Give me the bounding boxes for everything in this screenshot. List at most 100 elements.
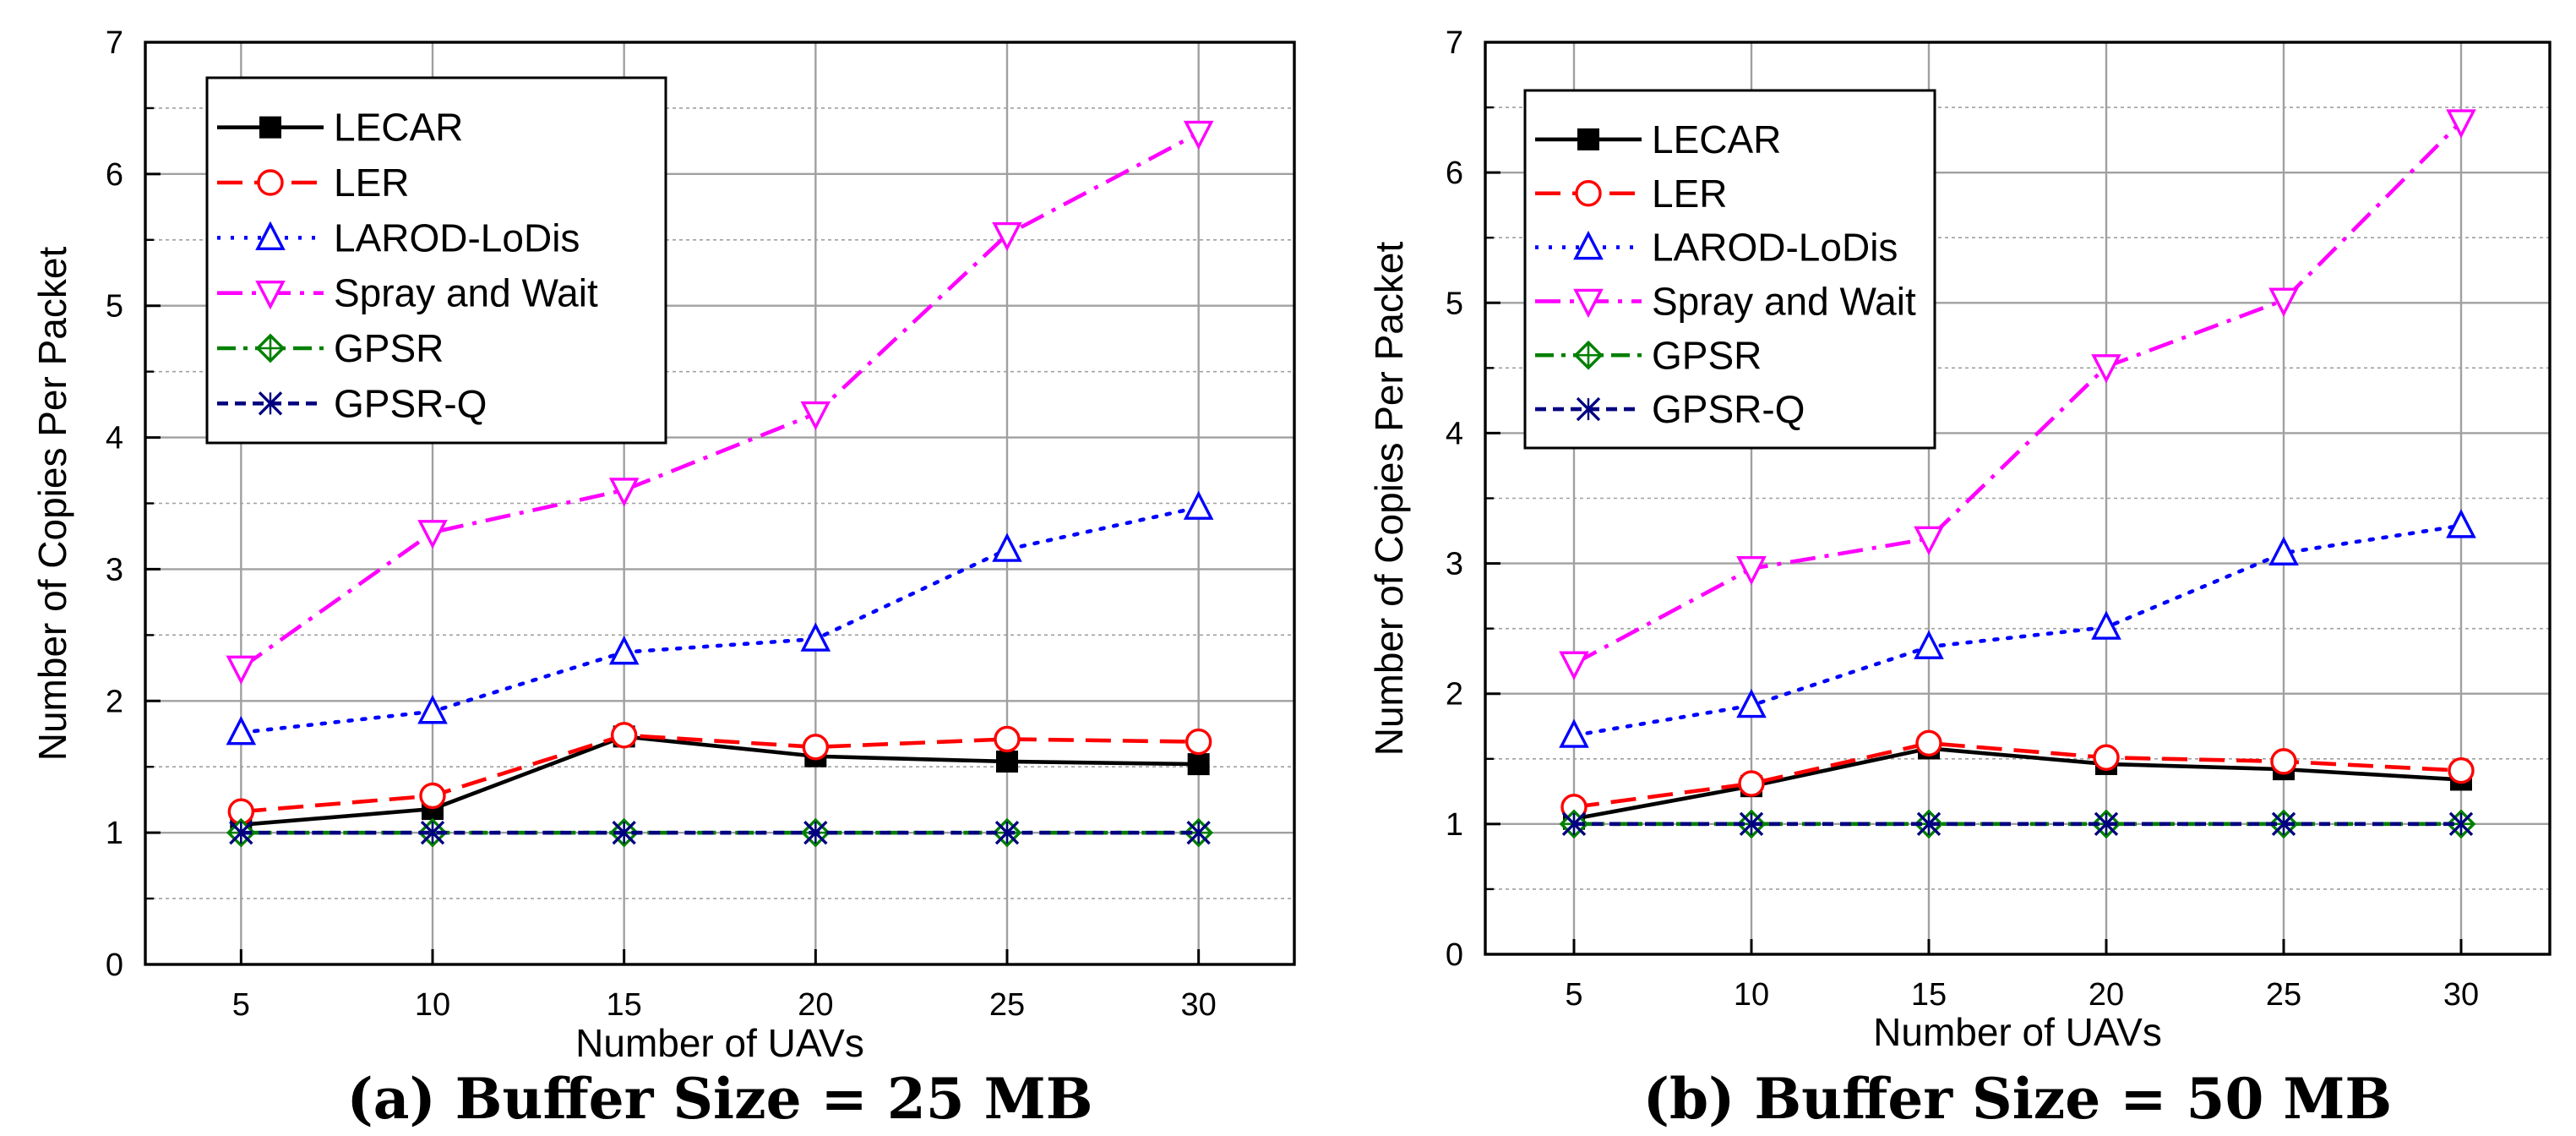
chart-b-point-spray-and-wait	[1559, 651, 1589, 680]
chart-b-series-ler	[1560, 729, 2475, 821]
chart-b-caption: (b) Buffer Size = 50 MB	[1643, 1066, 2392, 1132]
chart-b-line-spray-and-wait	[1572, 120, 2463, 666]
chart-a-y-tick-label: 2	[106, 684, 123, 719]
chart-a-point-larod-lodis	[608, 635, 640, 665]
chart-a-y-tick-label: 6	[106, 157, 123, 193]
chart-b-legend-label-gpsr-q: GPSR-Q	[1652, 387, 1805, 431]
chart-b-x-tick-label: 10	[1734, 977, 1769, 1013]
chart-a-legend-label-spray-and-wait: Spray and Wait	[334, 271, 598, 315]
chart-b-legend-marker-gpsr	[1573, 340, 1604, 370]
chart-b-point-larod-lodis	[2268, 536, 2299, 565]
chart-b-series-gpsr-q	[1561, 811, 2474, 837]
chart-a-legend-marker-gpsr	[255, 333, 286, 363]
chart-a-y-axis-title: Number of Copies Per Packet	[30, 247, 74, 762]
chart-b-legend-label-lecar: LECAR	[1652, 117, 1781, 161]
chart-a-legend-marker-larod-lodis	[255, 221, 286, 251]
chart-a-legend-label-gpsr-q: GPSR-Q	[334, 381, 487, 425]
chart-b-y-axis-title: Number of Copies Per Packet	[1367, 242, 1411, 756]
chart-a-point-gpsr-q	[1186, 820, 1211, 845]
chart-b-point-larod-lodis	[2446, 509, 2476, 538]
chart-b-y-tick-label: 1	[1446, 807, 1463, 843]
chart-a-point-spray-and-wait	[417, 520, 448, 549]
chart-b-series-larod-lodis	[1559, 509, 2476, 748]
chart-b-point-gpsr-q	[1916, 811, 1942, 837]
chart-panel-b: 0 1 2 3 4 5 6 7 5 10 15 20 25 30 LECAR LER LAROD-LoDis Sp…	[1367, 25, 2551, 1132]
chart-a-line-spray-and-wait	[240, 131, 1200, 670]
chart-a-point-spray-and-wait	[1183, 120, 1214, 150]
chart-b-point-ler	[1738, 770, 1765, 797]
chart-b-point-larod-lodis	[1914, 630, 1944, 659]
chart-b-y-tick-label: 6	[1446, 156, 1463, 191]
chart-b-point-ler	[2448, 756, 2475, 784]
chart-a-point-larod-lodis	[992, 532, 1022, 562]
chart-a-caption: (a) Buffer Size = 25 MB	[346, 1066, 1092, 1132]
chart-b-point-spray-and-wait	[1914, 526, 1944, 555]
chart-b-legend-label-gpsr: GPSR	[1652, 333, 1762, 377]
chart-b-line-lecar	[1573, 746, 2462, 821]
chart-a-point-spray-and-wait	[992, 221, 1022, 252]
chart-a-point-ler	[610, 722, 638, 749]
chart-a-series-larod-lodis	[226, 490, 1214, 746]
chart-a-x-tick-label: 10	[415, 987, 450, 1023]
chart-a-point-gpsr-q	[612, 820, 636, 845]
chart-a-point-larod-lodis	[417, 695, 448, 724]
chart-b-y-tick-label: 0	[1446, 937, 1463, 973]
chart-a-legend-box	[205, 76, 667, 445]
chart-a-legend-marker-spray-and-wait	[255, 280, 286, 310]
chart-a-y-tick-label: 7	[106, 25, 123, 61]
chart-a-x-tick-label: 20	[798, 987, 833, 1023]
chart-a-point-larod-lodis	[1183, 490, 1214, 520]
chart-a-point-gpsr-q	[420, 820, 445, 845]
chart-a-legend-label-ler: LER	[334, 161, 409, 205]
chart-b-legend-label-spray-and-wait: Spray and Wait	[1652, 279, 1916, 323]
chart-b-x-tick-label: 15	[1911, 977, 1947, 1013]
chart-b-point-larod-lodis	[1736, 688, 1767, 718]
chart-a-point-gpsr-q	[229, 820, 253, 845]
chart-a-point-gpsr-q	[994, 820, 1020, 845]
chart-b-x-tick-label: 5	[1565, 977, 1582, 1013]
chart-b-point-ler	[2093, 744, 2120, 771]
chart-a-x-tick-label: 15	[607, 987, 642, 1023]
chart-a-legend-label-gpsr: GPSR	[334, 326, 444, 370]
chart-a-x-tick-label: 30	[1181, 987, 1217, 1023]
chart-b-point-spray-and-wait	[2446, 109, 2476, 139]
chart-a-series-spray-and-wait	[226, 120, 1214, 685]
chart-b-y-tick-label: 3	[1446, 547, 1463, 582]
chart-b-point-gpsr-q	[2271, 811, 2296, 837]
chart-b-x-axis-title: Number of UAVs	[1873, 1010, 2162, 1054]
chart-b-legend: LECAR LER LAROD-LoDis Spray and Wait GPSR GPS…	[1523, 89, 1936, 450]
chart-b-point-spray-and-wait	[2268, 287, 2299, 317]
chart-b-legend-marker-lecar	[1577, 128, 1599, 150]
chart-b-point-gpsr-q	[1739, 811, 1764, 837]
chart-a-legend-label-lecar: LECAR	[334, 106, 463, 150]
chart-panel-a: 0 1 2 3 4 5 6 7 5 10 15 20 25 30 LECAR LER LAROD-LoDis Sp…	[30, 25, 1296, 1132]
chart-a-point-ler	[802, 734, 830, 761]
chart-a-legend: LECAR LER LAROD-LoDis Spray and Wait GPSR GPS…	[205, 76, 667, 445]
chart-a-y-tick-label: 3	[106, 552, 123, 587]
chart-a-line-ler	[241, 733, 1199, 814]
chart-a-x-tick-label: 25	[989, 987, 1025, 1023]
chart-b-series-spray-and-wait	[1559, 109, 2476, 680]
chart-a-series-ler	[227, 722, 1212, 825]
chart-a-point-larod-lodis	[800, 622, 831, 652]
chart-a-point-ler	[994, 725, 1021, 753]
chart-b-line-larod-lodis	[1571, 523, 2464, 738]
chart-a-point-larod-lodis	[226, 715, 257, 746]
chart-a-point-ler	[1185, 728, 1212, 756]
chart-b-y-tick-label: 4	[1446, 416, 1463, 451]
chart-a-point-spray-and-wait	[608, 478, 640, 507]
chart-a-y-tick-label: 1	[106, 816, 123, 851]
chart-b-point-gpsr-q	[1561, 811, 1587, 837]
chart-a-legend-marker-lecar	[259, 116, 281, 139]
chart-a-point-spray-and-wait	[226, 655, 257, 685]
chart-b-legend-marker-larod-lodis	[1573, 230, 1604, 260]
chart-a-line-lecar	[241, 735, 1199, 827]
chart-b-point-ler	[2270, 748, 2297, 775]
chart-b-y-tick-label: 7	[1446, 25, 1463, 61]
chart-a-legend-marker-gpsr-q	[258, 391, 283, 416]
chart-b-y-tick-label: 5	[1446, 286, 1463, 321]
chart-b-x-tick-label: 30	[2443, 977, 2479, 1013]
chart-a-x-axis-title: Number of UAVs	[575, 1021, 864, 1065]
chart-b-point-gpsr-q	[2094, 811, 2119, 837]
